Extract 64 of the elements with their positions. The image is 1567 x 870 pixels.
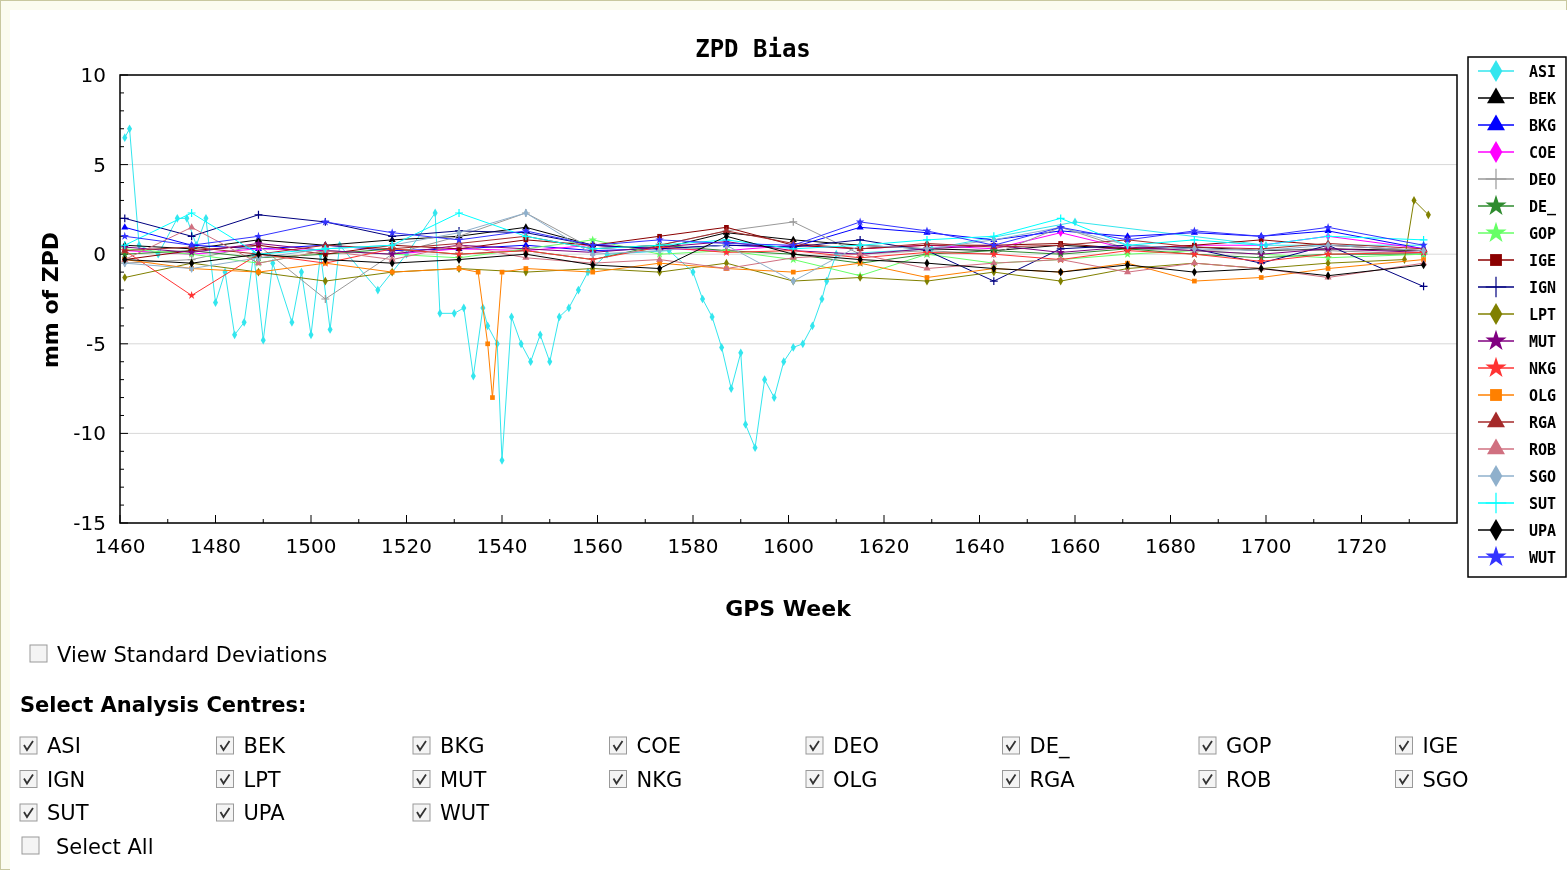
text: BEK <box>243 734 285 758</box>
text: OLG <box>833 767 878 792</box>
text: BKG <box>440 734 485 758</box>
text: DEO <box>833 734 879 758</box>
legend-label: WUT <box>1529 549 1557 567</box>
text: NKG <box>636 767 683 792</box>
y-tick-label: -15 <box>73 511 106 535</box>
x-tick-label: 1620 <box>858 534 910 558</box>
x-tick-label: 1600 <box>763 534 814 558</box>
legend-label: DEO <box>1529 171 1557 189</box>
x-tick-label: 1640 <box>954 534 1005 558</box>
legend-label: BKG <box>1529 117 1557 135</box>
text: RGA <box>1029 767 1075 792</box>
legend-label: LPT <box>1529 306 1557 324</box>
legend-label: BEK <box>1529 90 1557 108</box>
legend-label: SGO <box>1529 468 1557 486</box>
text: GOP <box>1226 734 1272 758</box>
x-tick-label: 1520 <box>381 534 432 558</box>
legend-label: IGE <box>1529 252 1557 270</box>
text: LPT <box>243 767 281 792</box>
y-tick-label: -5 <box>86 331 106 356</box>
legend-label: IGN <box>1529 279 1557 297</box>
text: UPA <box>243 801 285 825</box>
x-tick-label: 1720 <box>1336 534 1387 558</box>
x-tick-label: 1660 <box>1049 534 1101 558</box>
chart-title: ZPD Bias <box>695 35 811 63</box>
legend-label: UPA <box>1529 522 1557 540</box>
x-tick-label: 1540 <box>476 534 528 558</box>
text: ASI <box>47 734 81 758</box>
y-tick-label: 5 <box>93 152 106 177</box>
text: SUT <box>47 801 89 825</box>
text: WUT <box>440 801 489 825</box>
x-tick-label: 1580 <box>667 534 719 558</box>
text: IGE <box>1422 734 1459 758</box>
legend-label: COE <box>1529 144 1557 162</box>
text: Select Analysis Centres: <box>20 693 307 717</box>
y-tick-label: -10 <box>73 421 106 446</box>
text: ROB <box>1226 767 1272 792</box>
legend-label: MUT <box>1529 333 1557 351</box>
y-axis-title: mm of ZPD <box>38 231 63 369</box>
legend-label: SUT <box>1529 495 1557 513</box>
text: SGO <box>1422 767 1469 792</box>
y-tick-label: 10 <box>80 63 106 87</box>
text: COE <box>636 734 681 758</box>
legend-label: RGA <box>1529 414 1557 432</box>
x-tick-label: 1460 <box>94 534 146 558</box>
x-tick-label: 1500 <box>285 534 337 558</box>
legend-label: ASI <box>1529 63 1557 81</box>
x-tick-label: 1680 <box>1145 534 1196 558</box>
text: View Standard Deviations <box>57 643 328 667</box>
legend-label: ROB <box>1529 441 1557 459</box>
text: DE_ <box>1029 734 1070 758</box>
legend-label: GOP <box>1529 225 1557 243</box>
x-tick-label: 1700 <box>1240 534 1292 558</box>
x-axis-title: GPS Week <box>725 596 853 621</box>
text: IGN <box>47 767 86 792</box>
legend-label: OLG <box>1529 387 1557 405</box>
x-tick-label: 1560 <box>572 534 623 558</box>
legend-label: DE_ <box>1529 198 1558 216</box>
text: Select All <box>56 835 154 859</box>
text: MUT <box>440 767 487 792</box>
x-tick-label: 1480 <box>190 534 241 558</box>
legend-label: NKG <box>1529 360 1557 378</box>
y-tick-label: 0 <box>93 242 106 267</box>
